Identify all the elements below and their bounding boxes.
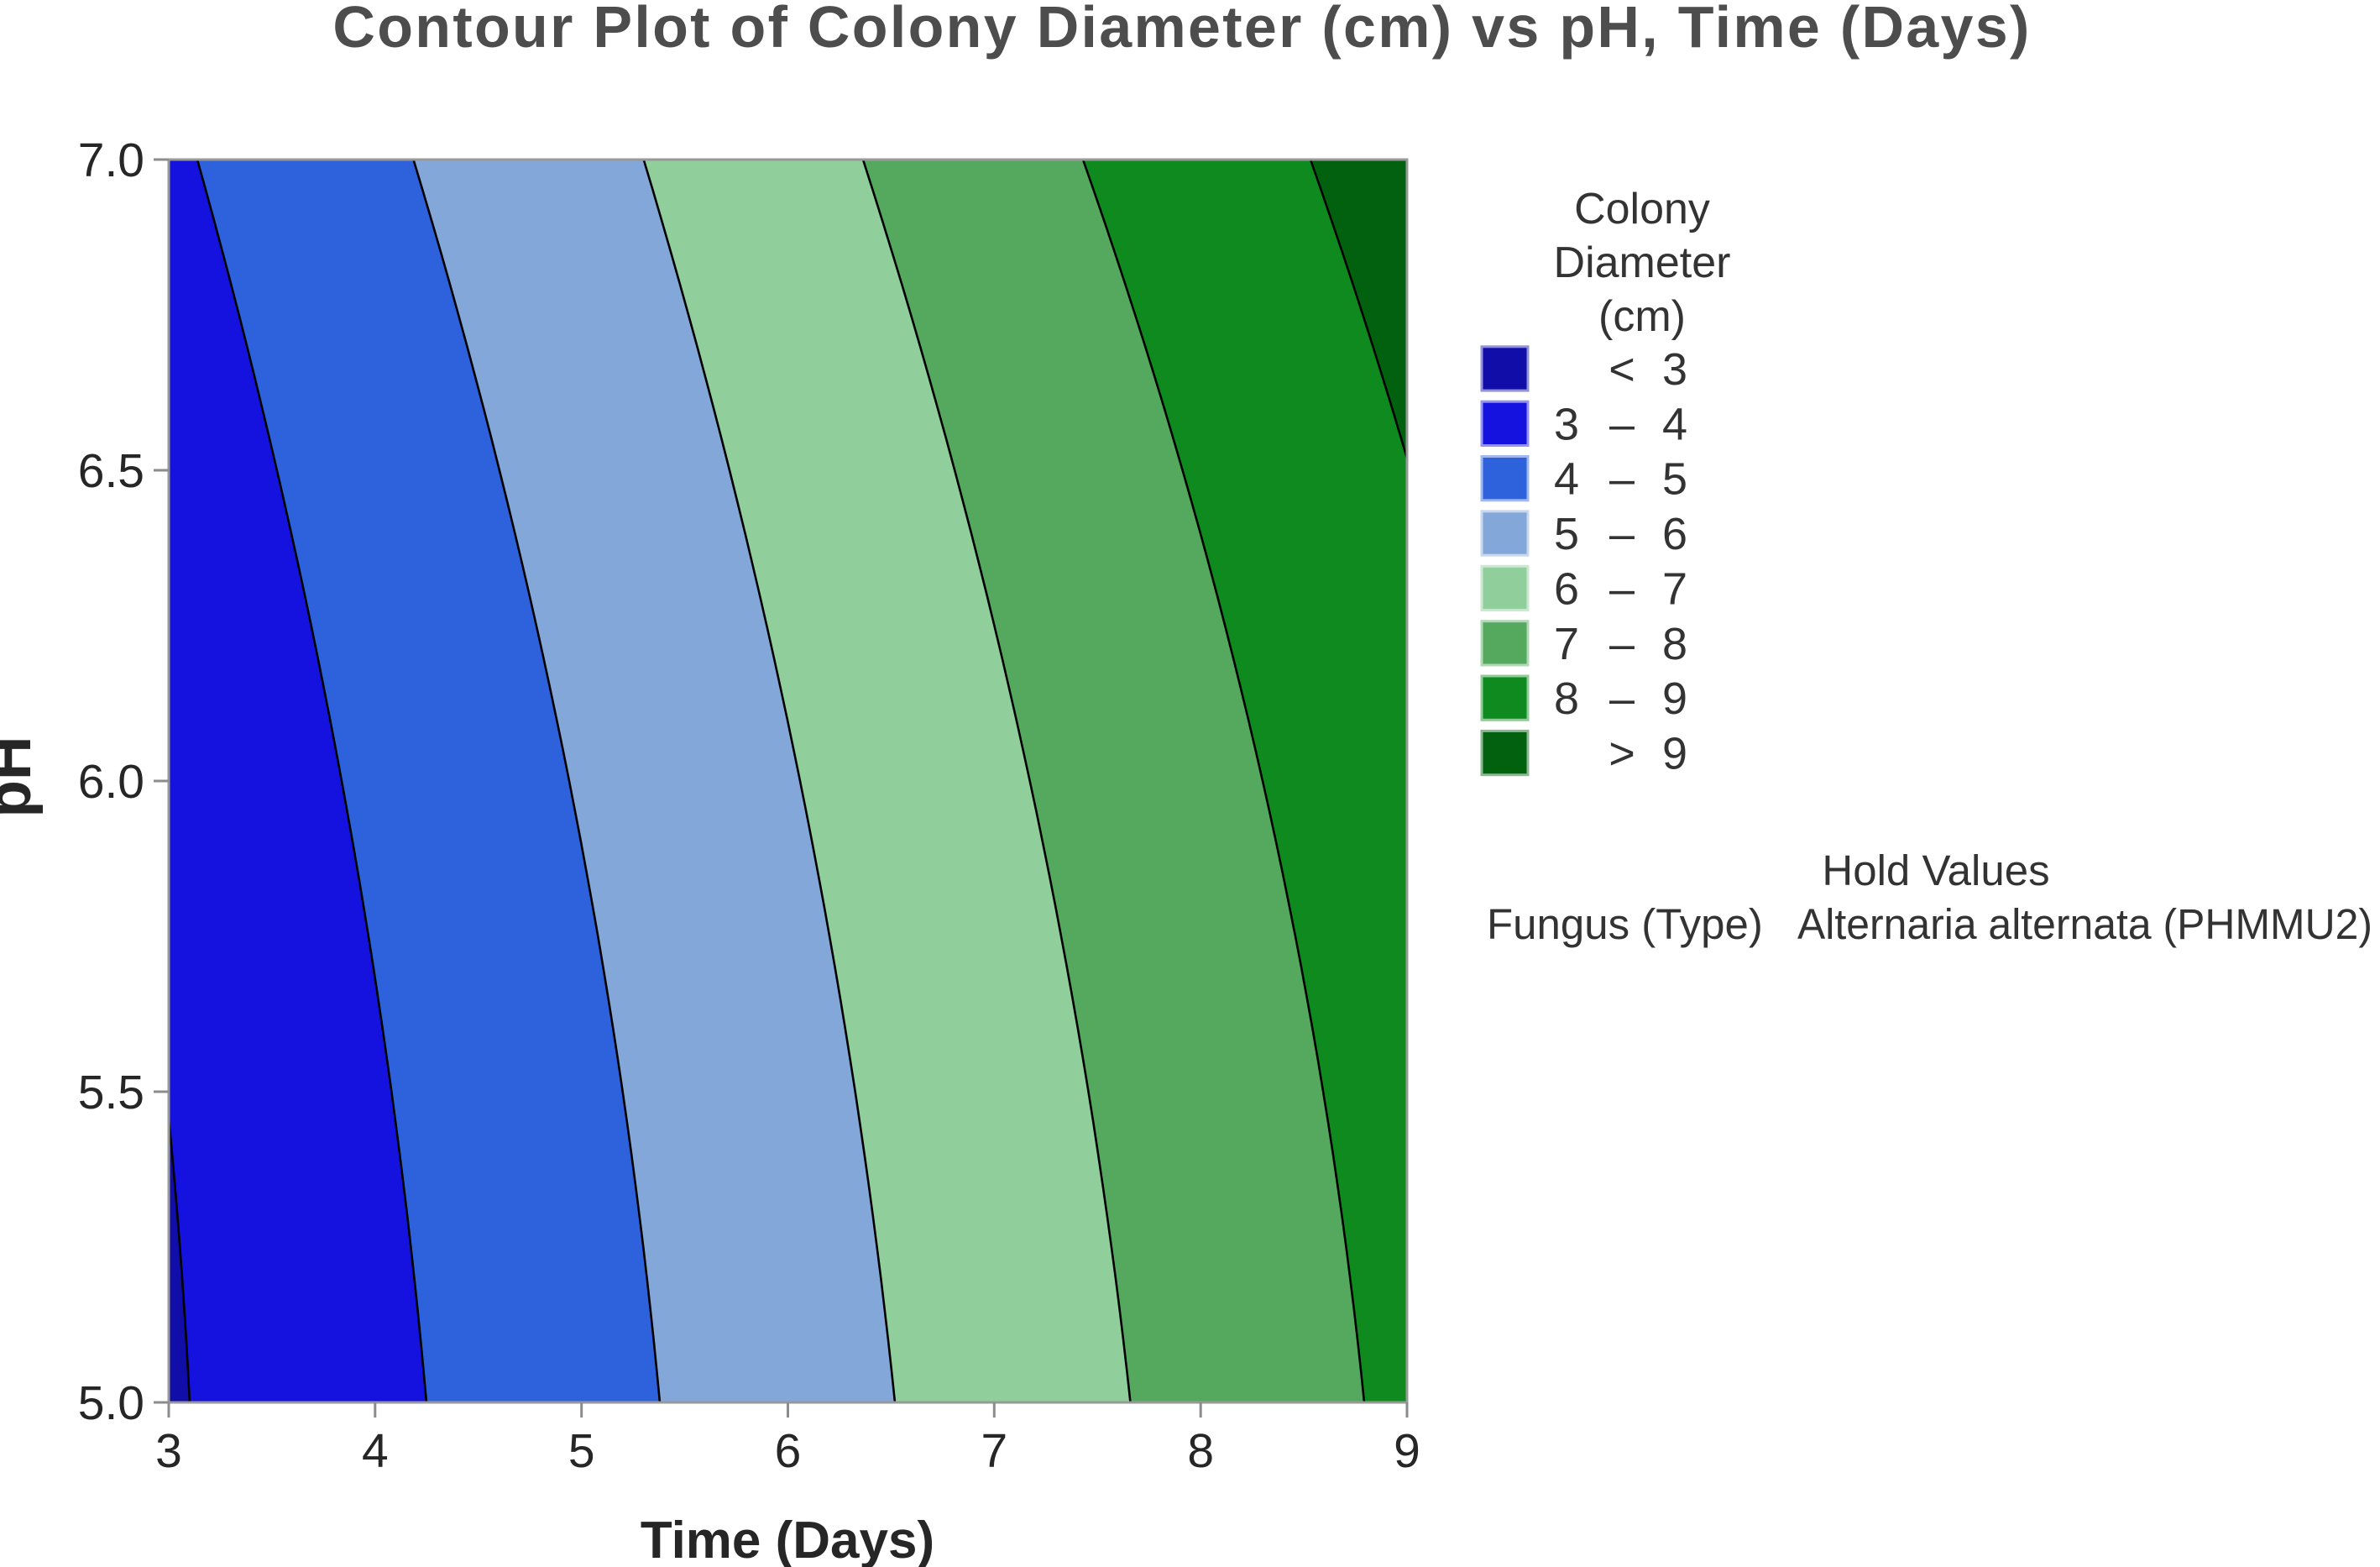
svg-text:6.5: 6.5 bbox=[78, 444, 144, 498]
svg-text:7: 7 bbox=[1554, 619, 1579, 669]
svg-text:8: 8 bbox=[1187, 1424, 1214, 1478]
svg-text:6: 6 bbox=[1662, 509, 1687, 559]
svg-text:Time (Days): Time (Days) bbox=[641, 1512, 934, 1567]
svg-text:6.0: 6.0 bbox=[78, 755, 144, 809]
svg-text:–: – bbox=[1609, 563, 1635, 614]
svg-text:3: 3 bbox=[1554, 399, 1579, 449]
svg-text:5: 5 bbox=[1662, 454, 1687, 505]
svg-text:–: – bbox=[1609, 673, 1635, 724]
svg-text:pH: pH bbox=[0, 736, 44, 817]
svg-text:8: 8 bbox=[1554, 673, 1579, 724]
svg-text:5.5: 5.5 bbox=[78, 1066, 144, 1119]
svg-text:9: 9 bbox=[1662, 673, 1687, 724]
svg-text:9: 9 bbox=[1662, 729, 1687, 779]
svg-text:4: 4 bbox=[1662, 399, 1687, 449]
svg-text:>: > bbox=[1608, 729, 1635, 779]
svg-text:5: 5 bbox=[568, 1424, 595, 1478]
svg-text:6: 6 bbox=[1554, 563, 1579, 614]
svg-text:Hold Values: Hold Values bbox=[1822, 846, 2049, 894]
svg-text:3: 3 bbox=[1662, 344, 1687, 395]
svg-text:Colony: Colony bbox=[1574, 185, 1710, 233]
svg-text:3: 3 bbox=[155, 1424, 182, 1478]
svg-text:<: < bbox=[1608, 344, 1635, 395]
svg-text:Fungus (Type): Fungus (Type) bbox=[1487, 900, 1763, 948]
svg-text:5: 5 bbox=[1554, 509, 1579, 559]
svg-text:8: 8 bbox=[1662, 619, 1687, 669]
svg-text:7: 7 bbox=[1662, 563, 1687, 614]
svg-text:9: 9 bbox=[1394, 1424, 1420, 1478]
svg-text:Alternaria alternata (PHMMU2): Alternaria alternata (PHMMU2) bbox=[1797, 900, 2372, 948]
svg-text:6: 6 bbox=[775, 1424, 802, 1478]
svg-text:Diameter: Diameter bbox=[1554, 238, 1731, 287]
svg-text:–: – bbox=[1609, 399, 1635, 449]
svg-text:–: – bbox=[1609, 619, 1635, 669]
svg-text:4: 4 bbox=[362, 1424, 389, 1478]
svg-text:5.0: 5.0 bbox=[78, 1376, 144, 1430]
svg-text:–: – bbox=[1609, 454, 1635, 505]
svg-text:Contour Plot of Colony Diamete: Contour Plot of Colony Diameter (cm) vs … bbox=[332, 0, 2031, 60]
svg-text:4: 4 bbox=[1554, 454, 1579, 505]
svg-text:7: 7 bbox=[981, 1424, 1007, 1478]
svg-text:–: – bbox=[1609, 509, 1635, 559]
svg-text:7.0: 7.0 bbox=[78, 134, 144, 187]
svg-text:(cm): (cm) bbox=[1598, 292, 1686, 341]
